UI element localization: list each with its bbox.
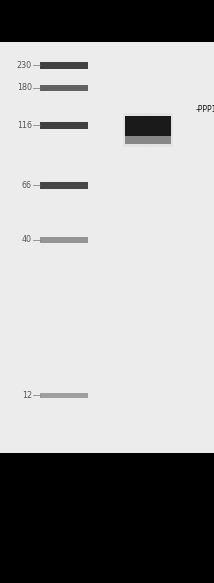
- Bar: [125, 136, 171, 144]
- Text: 116: 116: [17, 121, 32, 129]
- Bar: [40, 392, 88, 398]
- Text: 12: 12: [22, 391, 32, 399]
- Bar: [40, 61, 88, 68]
- Bar: [0, 42, 214, 453]
- Bar: [40, 85, 88, 91]
- Bar: [125, 116, 171, 136]
- Text: 180: 180: [17, 83, 32, 93]
- Text: 40: 40: [22, 236, 32, 244]
- Text: 66: 66: [22, 181, 32, 189]
- Text: -PPP1R10: -PPP1R10: [196, 106, 214, 114]
- Bar: [40, 121, 88, 128]
- Bar: [40, 237, 88, 243]
- Bar: [40, 181, 88, 188]
- Bar: [123, 113, 173, 147]
- Text: 230: 230: [17, 61, 32, 69]
